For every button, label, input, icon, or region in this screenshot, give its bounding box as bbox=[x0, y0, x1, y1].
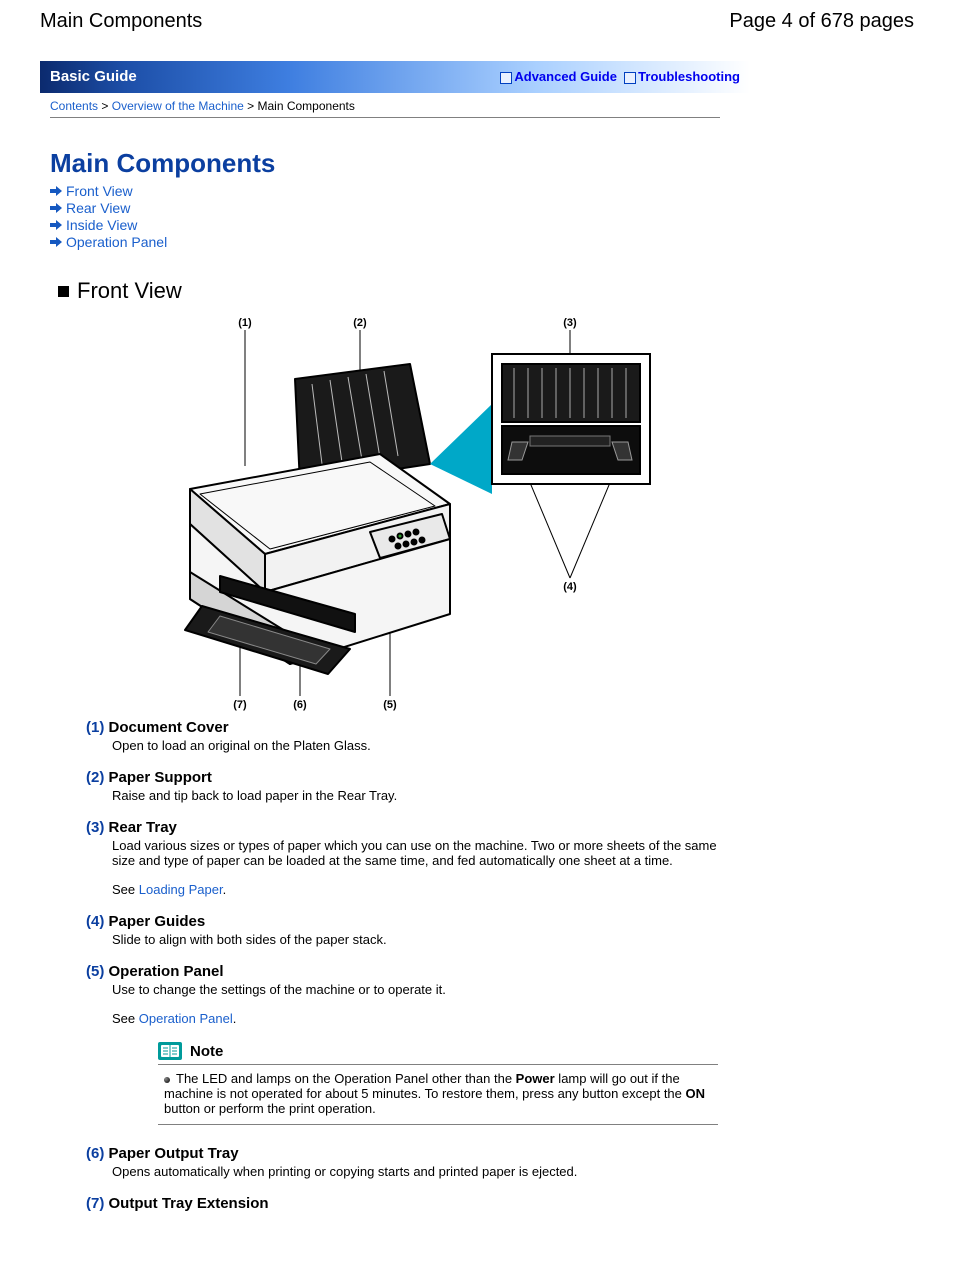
component-item: (2) Paper Support Raise and tip back to … bbox=[86, 769, 726, 803]
component-name: Output Tray Extension bbox=[109, 1195, 269, 1212]
component-see: See Loading Paper. bbox=[112, 882, 726, 897]
callout-3: (3) bbox=[563, 317, 577, 329]
component-item: (3) Rear Tray Load various sizes or type… bbox=[86, 819, 726, 897]
breadcrumb-contents[interactable]: Contents bbox=[50, 99, 98, 113]
breadcrumb-current: Main Components bbox=[258, 99, 355, 113]
callout-5: (5) bbox=[383, 699, 397, 711]
square-icon bbox=[500, 72, 512, 84]
page-header-left: Main Components bbox=[40, 10, 202, 33]
banner-title: Basic Guide bbox=[50, 68, 137, 85]
toc: Front View Rear View Inside View Operati… bbox=[50, 183, 914, 250]
toc-rear-view[interactable]: Rear View bbox=[66, 200, 130, 216]
callout-7: (7) bbox=[233, 699, 247, 711]
breadcrumb: Contents > Overview of the Machine > Mai… bbox=[50, 99, 914, 113]
troubleshooting-link[interactable]: Troubleshooting bbox=[638, 69, 740, 84]
advanced-guide-link[interactable]: Advanced Guide bbox=[514, 69, 617, 84]
toc-front-view[interactable]: Front View bbox=[66, 183, 133, 199]
component-num: (5) bbox=[86, 963, 104, 980]
toc-operation-panel[interactable]: Operation Panel bbox=[66, 234, 167, 250]
component-desc: Use to change the settings of the machin… bbox=[112, 982, 726, 997]
component-num: (7) bbox=[86, 1195, 104, 1212]
printer-front-view-figure: (1) (2) (3) (4) (5) (6) (7) bbox=[130, 314, 670, 714]
component-num: (6) bbox=[86, 1145, 104, 1162]
banner: Basic Guide Advanced Guide Troubleshooti… bbox=[40, 61, 750, 93]
callout-4: (4) bbox=[563, 581, 577, 593]
component-desc: Open to load an original on the Platen G… bbox=[112, 738, 726, 753]
page-header-right: Page 4 of 678 pages bbox=[729, 10, 914, 33]
bullet-icon bbox=[164, 1077, 170, 1083]
page-title: Main Components bbox=[50, 148, 914, 179]
breadcrumb-sep: > bbox=[247, 99, 254, 113]
divider bbox=[50, 117, 720, 118]
breadcrumb-overview[interactable]: Overview of the Machine bbox=[112, 99, 244, 113]
component-item: (4) Paper Guides Slide to align with bot… bbox=[86, 913, 726, 947]
callout-2: (2) bbox=[353, 317, 367, 329]
arrow-right-icon bbox=[50, 237, 62, 247]
component-name: Paper Support bbox=[109, 769, 212, 786]
component-item: (5) Operation Panel Use to change the se… bbox=[86, 963, 726, 1026]
note-text: The LED and lamps on the Operation Panel… bbox=[176, 1071, 516, 1086]
component-desc: Slide to align with both sides of the pa… bbox=[112, 932, 726, 947]
square-bullet-icon bbox=[58, 286, 69, 297]
loading-paper-link[interactable]: Loading Paper bbox=[139, 882, 223, 897]
component-item: (7) Output Tray Extension bbox=[86, 1195, 726, 1212]
callout-6: (6) bbox=[293, 699, 307, 711]
component-desc: Load various sizes or types of paper whi… bbox=[112, 838, 726, 868]
component-name: Rear Tray bbox=[109, 819, 177, 836]
see-prefix: See bbox=[112, 882, 139, 897]
toc-inside-view[interactable]: Inside View bbox=[66, 217, 137, 233]
square-icon bbox=[624, 72, 636, 84]
component-item: (6) Paper Output Tray Opens automaticall… bbox=[86, 1145, 726, 1179]
note-title: Note bbox=[190, 1043, 223, 1060]
component-item: (1) Document Cover Open to load an origi… bbox=[86, 719, 726, 753]
callout-1: (1) bbox=[238, 317, 252, 329]
component-num: (1) bbox=[86, 719, 104, 736]
component-name: Operation Panel bbox=[109, 963, 224, 980]
note-power: Power bbox=[516, 1071, 555, 1086]
see-prefix: See bbox=[112, 1011, 139, 1026]
breadcrumb-sep: > bbox=[101, 99, 108, 113]
see-suffix: . bbox=[223, 882, 227, 897]
component-see: See Operation Panel. bbox=[112, 1011, 726, 1026]
component-name: Paper Output Tray bbox=[109, 1145, 239, 1162]
note-box: Note The LED and lamps on the Operation … bbox=[158, 1042, 718, 1125]
note-body: The LED and lamps on the Operation Panel… bbox=[158, 1071, 718, 1125]
component-num: (4) bbox=[86, 913, 104, 930]
arrow-right-icon bbox=[50, 203, 62, 213]
book-icon bbox=[158, 1042, 182, 1060]
component-desc: Opens automatically when printing or cop… bbox=[112, 1164, 726, 1179]
component-name: Paper Guides bbox=[109, 913, 206, 930]
operation-panel-link[interactable]: Operation Panel bbox=[139, 1011, 233, 1026]
component-name: Document Cover bbox=[109, 719, 229, 736]
component-num: (3) bbox=[86, 819, 104, 836]
section-heading: Front View bbox=[58, 278, 914, 304]
arrow-right-icon bbox=[50, 186, 62, 196]
component-num: (2) bbox=[86, 769, 104, 786]
component-desc: Raise and tip back to load paper in the … bbox=[112, 788, 726, 803]
note-on: ON bbox=[686, 1086, 706, 1101]
component-list: (1) Document Cover Open to load an origi… bbox=[86, 719, 726, 1212]
arrow-right-icon bbox=[50, 220, 62, 230]
section-front-view-title: Front View bbox=[77, 278, 182, 304]
see-suffix: . bbox=[233, 1011, 237, 1026]
note-text: button or perform the print operation. bbox=[164, 1101, 376, 1116]
